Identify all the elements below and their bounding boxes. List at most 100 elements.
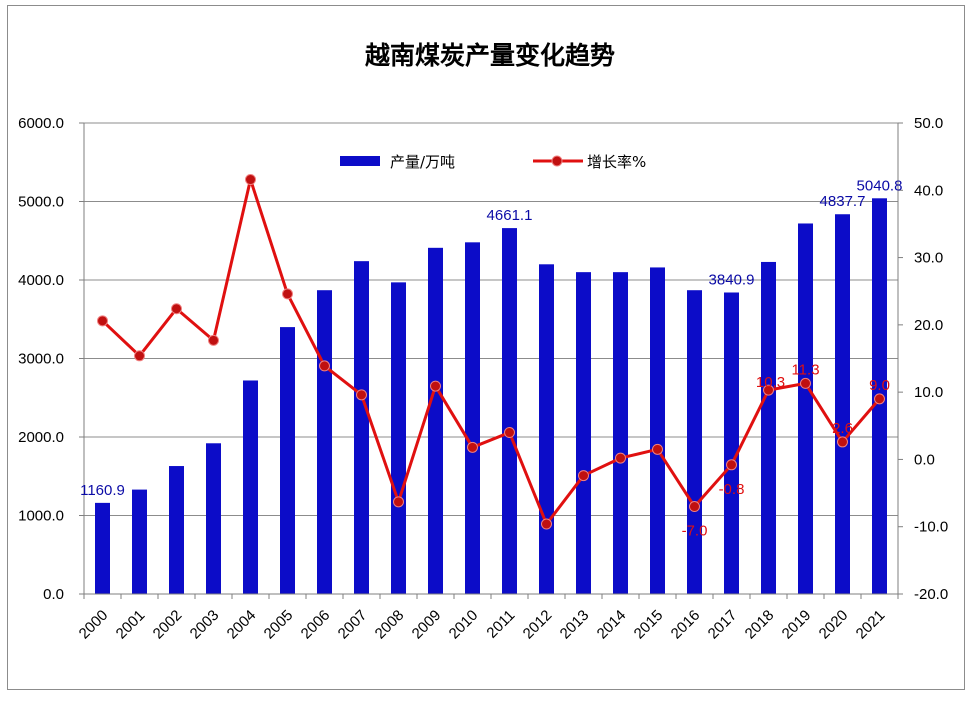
bar bbox=[132, 489, 147, 594]
chart-title: 越南煤炭产量变化趋势 bbox=[365, 41, 615, 70]
x-tick-label: 2001 bbox=[113, 607, 149, 643]
bar-series bbox=[95, 198, 887, 595]
rate-value-label: -7.0 bbox=[682, 523, 708, 540]
rate-point bbox=[874, 393, 885, 405]
bar bbox=[798, 223, 813, 595]
legend-bar-swatch bbox=[340, 156, 380, 166]
bar bbox=[724, 292, 739, 594]
left-tick-label: 6000.0 bbox=[18, 115, 64, 132]
bar bbox=[502, 228, 517, 595]
legend-line-label: 增长率% bbox=[587, 153, 646, 171]
bar-value-label: 3840.9 bbox=[709, 271, 755, 288]
rate-value-label: 9.0 bbox=[869, 377, 890, 394]
rate-series bbox=[97, 174, 885, 530]
rate-point bbox=[837, 436, 848, 448]
bar bbox=[650, 267, 665, 594]
rate-value-label: -0.8 bbox=[719, 481, 745, 498]
bar-value-label: 4661.1 bbox=[487, 207, 533, 224]
left-tick-label: 3000.0 bbox=[18, 351, 64, 368]
rate-point bbox=[615, 452, 626, 464]
x-tick-label: 2014 bbox=[594, 607, 630, 643]
x-tick-label: 2000 bbox=[76, 607, 112, 643]
rate-point bbox=[430, 380, 441, 392]
x-tick-label: 2016 bbox=[668, 607, 704, 643]
x-tick-label: 2021 bbox=[853, 607, 889, 643]
x-tick-label: 2011 bbox=[483, 607, 518, 642]
x-tick-label: 2017 bbox=[705, 607, 741, 643]
x-tick-label: 2003 bbox=[187, 607, 223, 643]
rate-point bbox=[726, 459, 737, 471]
legend-line-marker bbox=[551, 155, 563, 167]
x-tick-label: 2009 bbox=[409, 607, 445, 643]
x-tick-label: 2005 bbox=[261, 607, 297, 643]
bar bbox=[428, 247, 443, 594]
x-tick-label: 2015 bbox=[631, 607, 667, 643]
rate-point bbox=[541, 518, 552, 530]
rate-point bbox=[504, 427, 515, 439]
x-tick-label: 2004 bbox=[224, 607, 260, 643]
rate-point bbox=[689, 501, 700, 513]
rate-point bbox=[652, 443, 663, 455]
bar bbox=[687, 290, 702, 594]
bar-value-label: 4837.7 bbox=[820, 193, 866, 210]
bar bbox=[391, 282, 406, 594]
left-tick-label: 0.0 bbox=[43, 586, 64, 603]
rate-point bbox=[171, 303, 182, 315]
x-tick-label: 2019 bbox=[779, 607, 815, 643]
bar-value-label: 1160.9 bbox=[80, 482, 125, 499]
bar bbox=[317, 290, 332, 594]
bar bbox=[613, 272, 628, 594]
left-tick-label: 1000.0 bbox=[18, 508, 64, 525]
rate-point bbox=[245, 174, 256, 186]
rate-value-label: 2.6 bbox=[832, 420, 853, 437]
bar bbox=[539, 264, 554, 594]
x-tick-label: 2013 bbox=[557, 607, 593, 643]
x-tick-label: 2010 bbox=[446, 607, 482, 643]
right-tick-label: 0.0 bbox=[914, 451, 935, 468]
left-tick-label: 4000.0 bbox=[18, 272, 64, 289]
right-tick-label: -10.0 bbox=[914, 519, 948, 536]
bar bbox=[206, 443, 221, 594]
rate-point bbox=[763, 384, 774, 396]
rate-value-label: 11.3 bbox=[791, 361, 819, 378]
x-tick-label: 2006 bbox=[298, 607, 334, 643]
bar bbox=[95, 502, 110, 594]
x-tick-label: 2020 bbox=[816, 607, 852, 643]
x-tick-label: 2018 bbox=[742, 607, 778, 643]
rate-point bbox=[319, 360, 330, 372]
right-tick-label: -20.0 bbox=[914, 586, 948, 603]
bar bbox=[169, 466, 184, 594]
rate-value-label: 10.3 bbox=[756, 374, 785, 391]
bar bbox=[280, 327, 295, 594]
rate-point bbox=[134, 350, 145, 362]
rate-point bbox=[282, 288, 293, 300]
bar bbox=[835, 214, 850, 595]
legend-bar-label: 产量/万吨 bbox=[390, 153, 455, 171]
rate-line bbox=[101, 178, 881, 526]
right-tick-label: 50.0 bbox=[914, 115, 943, 132]
x-tick-label: 2007 bbox=[335, 607, 371, 643]
bar-value-label: 5040.8 bbox=[857, 177, 903, 194]
bar bbox=[354, 261, 369, 594]
right-tick-label: 30.0 bbox=[914, 250, 943, 267]
rate-point bbox=[97, 315, 108, 327]
left-tick-label: 5000.0 bbox=[18, 194, 64, 211]
rate-point bbox=[800, 377, 811, 389]
right-tick-label: 20.0 bbox=[914, 317, 943, 334]
left-tick-label: 2000.0 bbox=[18, 429, 64, 446]
bar bbox=[761, 261, 776, 594]
x-tick-label: 2002 bbox=[150, 607, 186, 643]
bar bbox=[465, 242, 480, 594]
right-tick-label: 40.0 bbox=[914, 182, 943, 199]
rate-point bbox=[467, 441, 478, 453]
rate-point bbox=[578, 470, 589, 482]
legend: 产量/万吨 增长率% bbox=[340, 153, 646, 171]
x-tick-label: 2012 bbox=[520, 607, 556, 643]
rate-point bbox=[356, 389, 367, 401]
rate-point bbox=[393, 496, 404, 508]
bar bbox=[243, 380, 258, 594]
x-tick-label: 2008 bbox=[372, 607, 408, 643]
bar bbox=[576, 272, 591, 594]
